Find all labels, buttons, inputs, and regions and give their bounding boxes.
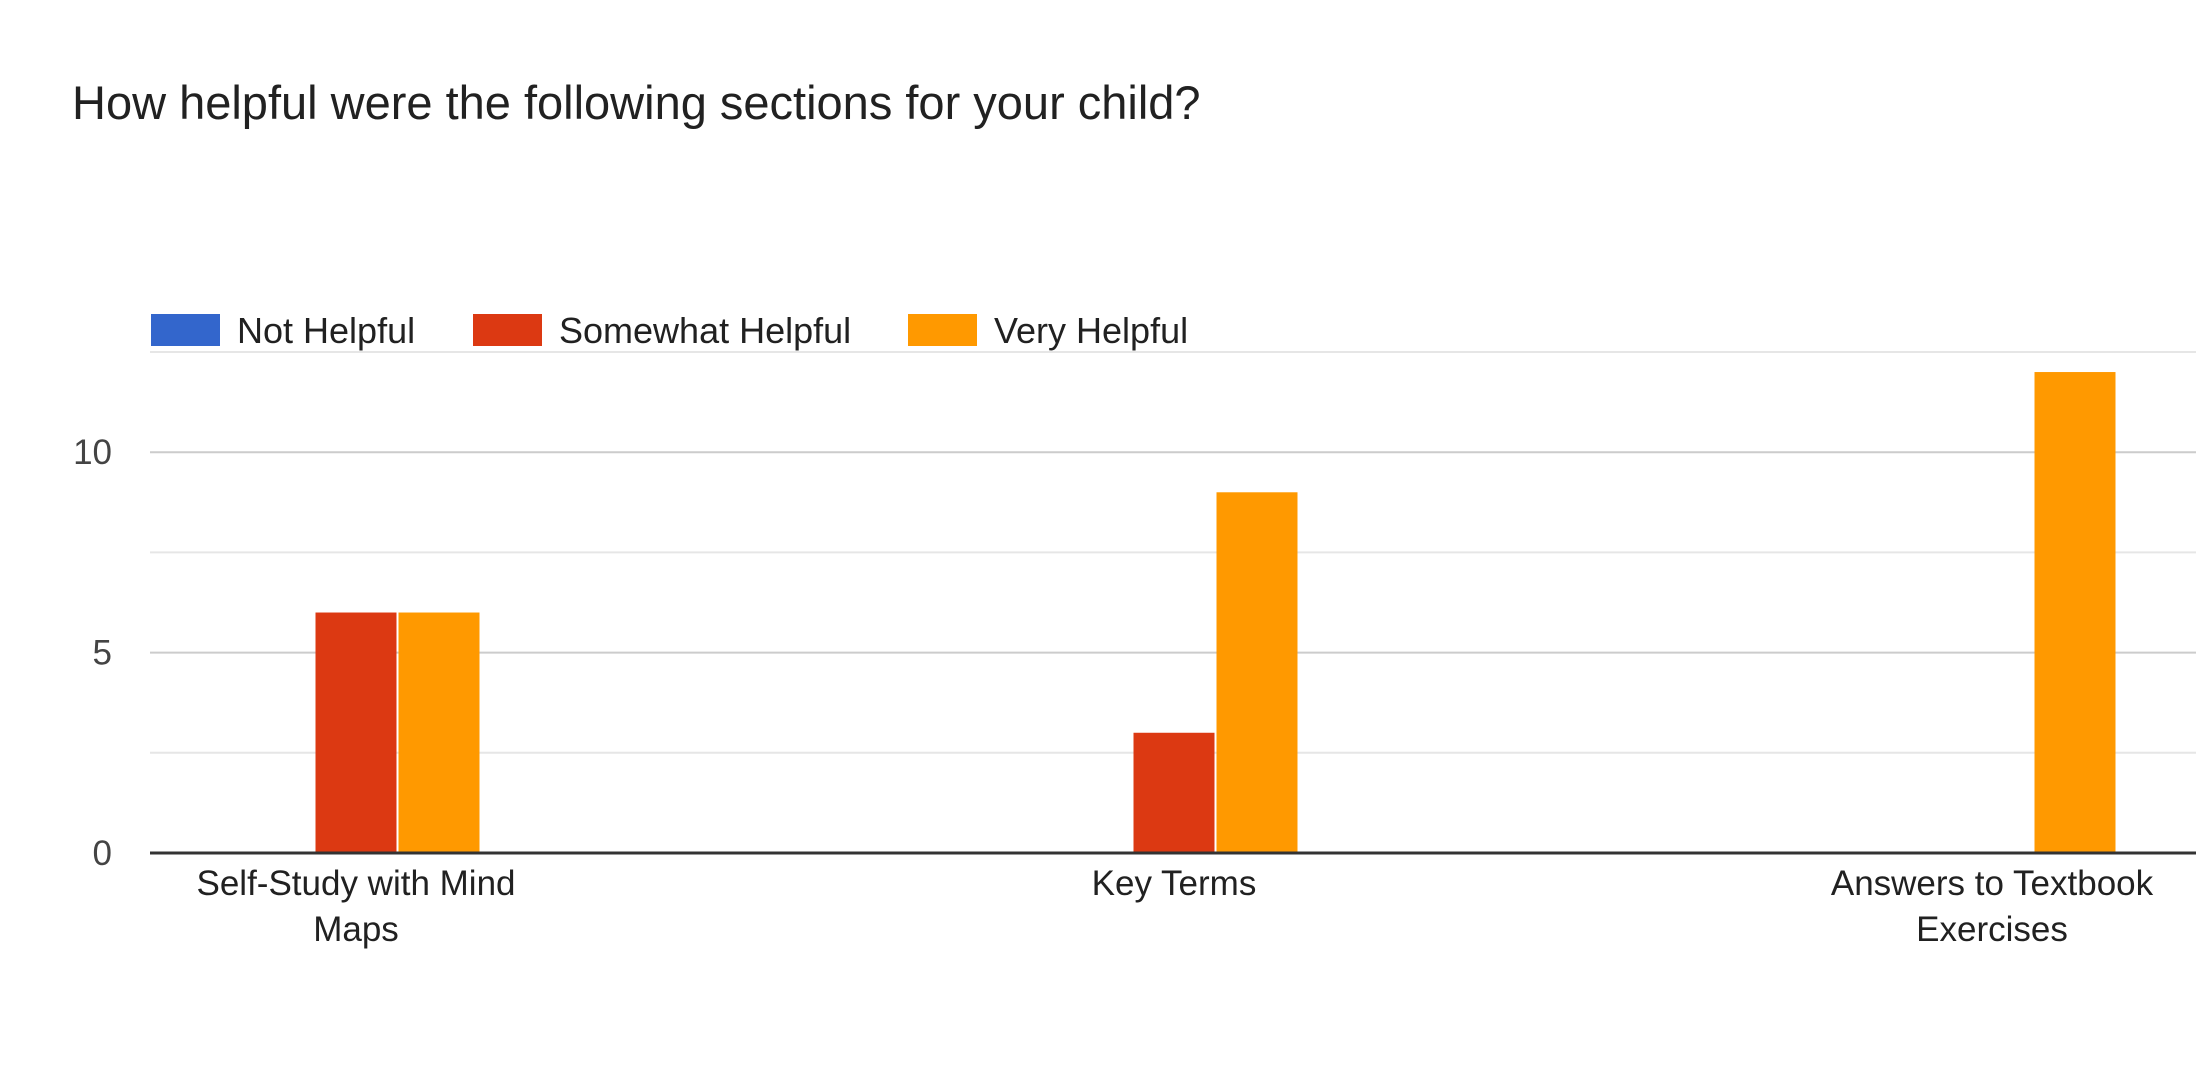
bar-very-helpful[interactable] bbox=[398, 612, 480, 853]
legend-item-not-helpful[interactable]: Not Helpful bbox=[151, 310, 415, 351]
x-tick-label: Exercises bbox=[1916, 910, 2068, 949]
y-tick-label: 10 bbox=[73, 433, 112, 472]
y-tick-label: 5 bbox=[93, 634, 112, 673]
legend-label: Not Helpful bbox=[237, 310, 415, 351]
legend[interactable]: Not Helpful Somewhat Helpful Very Helpful bbox=[151, 310, 1188, 351]
legend-label: Very Helpful bbox=[994, 310, 1188, 351]
x-tick-label: Maps bbox=[313, 910, 399, 949]
x-tick-label: Self-Study with Mind bbox=[196, 864, 515, 903]
x-tick-label: Answers to Textbook bbox=[1831, 864, 2154, 903]
legend-swatch bbox=[908, 314, 977, 346]
chart-title: How helpful were the following sections … bbox=[72, 76, 1201, 129]
bar-somewhat-helpful[interactable] bbox=[315, 612, 397, 853]
y-tick-label: 0 bbox=[93, 834, 112, 873]
bar-very-helpful[interactable] bbox=[1216, 492, 1298, 853]
bars bbox=[315, 372, 2116, 853]
bar-very-helpful[interactable] bbox=[2034, 372, 2116, 853]
gridlines bbox=[150, 351, 2196, 754]
legend-item-very-helpful[interactable]: Very Helpful bbox=[908, 310, 1188, 351]
legend-swatch bbox=[473, 314, 542, 346]
bar-somewhat-helpful[interactable] bbox=[1133, 732, 1215, 853]
legend-item-somewhat-helpful[interactable]: Somewhat Helpful bbox=[473, 310, 851, 351]
axes: 0 5 10 Self-Study with Mind Maps Key Terms Ans… bbox=[73, 433, 2196, 949]
legend-swatch bbox=[151, 314, 220, 346]
legend-label: Somewhat Helpful bbox=[559, 310, 851, 351]
x-tick-label: Key Terms bbox=[1092, 864, 1257, 903]
